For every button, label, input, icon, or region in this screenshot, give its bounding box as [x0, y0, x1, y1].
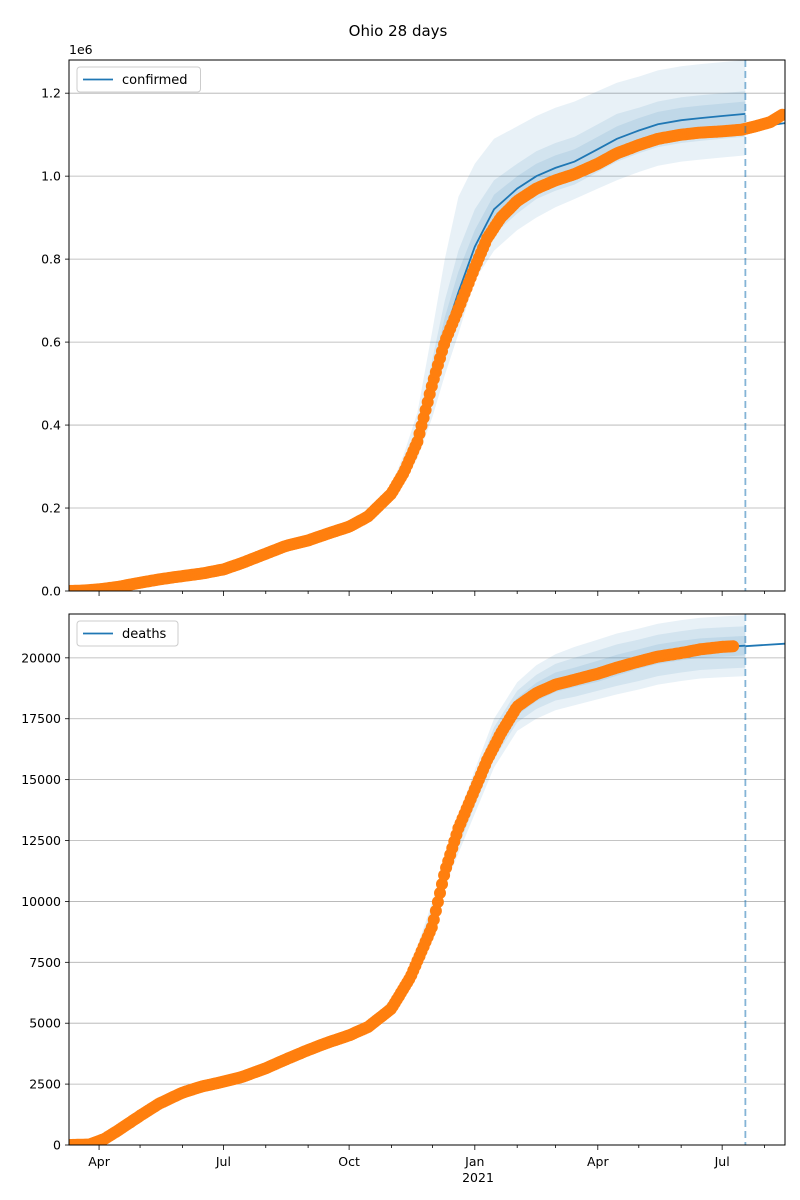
legend-label: deaths	[122, 627, 167, 642]
x-tick-label: Oct	[338, 1154, 360, 1169]
y-tick-label: 5000	[29, 1016, 61, 1031]
legend-box	[76, 620, 179, 647]
x-tick-label: Jan	[464, 1154, 484, 1169]
y-tick-label: 0.2	[41, 501, 61, 516]
band-middle	[349, 626, 746, 1038]
y-tick-label: 0	[53, 1138, 61, 1153]
y-tick-label: 0.6	[41, 335, 61, 350]
plot-frame	[68, 59, 786, 592]
y-tick-label: 7500	[29, 955, 61, 970]
y-tick-label: 1.2	[41, 86, 61, 101]
y-tick-label: 12500	[21, 833, 61, 848]
observed-point	[431, 896, 444, 908]
x-tick-label: Apr	[587, 1154, 609, 1169]
plot-area	[69, 60, 785, 591]
plot-frame	[68, 613, 786, 1146]
figure-title: Ohio 28 days	[349, 22, 448, 40]
band-outer	[349, 615, 746, 1039]
x-tick-label: Jul	[714, 1154, 730, 1169]
y-tick-label: 20000	[21, 650, 61, 665]
y-tick-label: 0.0	[41, 584, 61, 599]
y-tick-label: 17500	[21, 711, 61, 726]
y-tick-label: 10000	[21, 894, 61, 909]
y-tick-label: 1.0	[41, 169, 61, 184]
x-tick-label: Jul	[215, 1154, 231, 1169]
deaths-panel: 0 2500 5000 7500 10000 12500 15000 17500 20000 Ap…	[21, 613, 786, 1169]
observed-point	[776, 108, 785, 121]
legend-label: confirmed	[122, 73, 188, 88]
confirmed-panel: 0.0 0.2 0.4 0.6 0.8 1.0 1.2 1e6 confirmed	[41, 42, 786, 599]
observed-point	[727, 640, 740, 653]
y-tick-label: 0.4	[41, 418, 61, 433]
plot-area	[69, 615, 785, 1145]
scale-label: 1e6	[69, 42, 93, 57]
y-tick-label: 0.8	[41, 252, 61, 267]
band-outer	[349, 60, 746, 529]
y-tick-label: 2500	[29, 1077, 61, 1092]
forecast-line	[745, 642, 785, 648]
legend-box	[76, 66, 201, 93]
x-axis-year-label: 2021	[462, 1170, 494, 1185]
x-tick-label: Apr	[88, 1154, 110, 1169]
y-tick-label: 15000	[21, 772, 61, 787]
